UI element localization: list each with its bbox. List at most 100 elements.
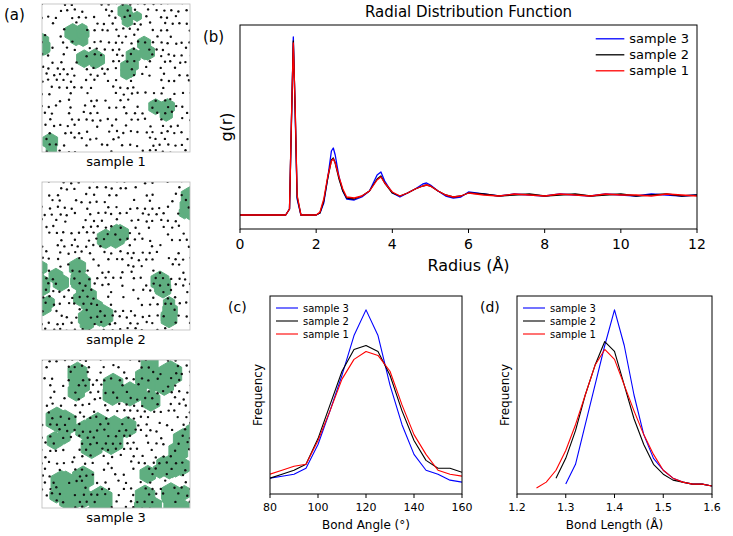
atom [57,206,59,208]
atom [66,46,68,48]
atom [111,124,113,126]
atom [160,16,162,18]
atom [53,304,55,306]
atom [170,377,172,379]
atom [59,303,61,305]
atom [81,480,83,482]
atom [145,487,147,489]
atom [142,316,144,318]
atom [82,431,84,433]
atom [101,284,103,286]
atom [57,194,59,196]
atom [44,34,46,36]
atom [167,284,169,286]
atom [156,112,158,114]
x-tick-label: 1.3 [557,501,575,514]
atom [68,302,70,304]
green-region [46,407,68,432]
atom [59,493,61,495]
atom [115,206,117,208]
atom [96,22,98,24]
atom [62,323,64,325]
atom [162,87,164,89]
structure-image [34,2,196,160]
atom [73,188,75,190]
x-tick-label: 0 [236,236,245,252]
atom [181,144,183,146]
atom [148,227,150,229]
atom [44,441,46,443]
atom [170,125,172,127]
atom [68,418,70,420]
atom [78,435,80,437]
atom [104,493,106,495]
atom [149,21,151,23]
atom [49,435,51,437]
atom [162,390,164,392]
atom [112,391,114,393]
atom [79,411,81,413]
atom [123,488,125,490]
atom [52,278,54,280]
atom [103,23,105,25]
atom [148,390,150,392]
green-region [161,99,175,115]
x-tick [414,494,415,498]
atom [174,396,176,398]
atom [177,212,179,214]
atom [75,61,77,63]
atom [134,9,136,11]
atom [173,487,175,489]
atom [62,501,64,503]
atom [59,199,61,201]
atom [55,219,57,221]
atom [126,327,128,329]
atom [74,391,76,393]
atom [92,462,94,464]
green-region [98,234,110,248]
atom [114,322,116,324]
atom [162,291,164,293]
atom [57,67,59,69]
x-tick [663,494,664,498]
atom [141,112,143,114]
plot-area [240,37,697,215]
atom [48,411,50,413]
atom [85,475,87,477]
atom [104,315,106,317]
atom [170,9,172,11]
atom [178,278,180,280]
atom [105,442,107,444]
atom [89,431,91,433]
atom [120,227,122,229]
atom [151,245,153,247]
atom [90,303,92,305]
atom [99,245,101,247]
atom [81,404,83,406]
atom [45,138,47,140]
atom [96,75,98,77]
atom [160,118,162,120]
atom [86,309,88,311]
atom [44,302,46,304]
atom [86,92,88,94]
atom [100,321,102,323]
atom [88,239,90,241]
x-tick-label: 1.2 [508,501,526,514]
atom [96,277,98,279]
x-tick-label: 100 [308,501,329,514]
atom [144,462,146,464]
atom [86,501,88,503]
atom [84,487,86,489]
caption: sample 2 [86,332,146,347]
x-tick [468,229,469,233]
atom [149,240,151,242]
panel-letter: (d) [480,299,500,315]
atom [99,119,101,121]
atom [68,99,70,101]
atom [134,227,136,229]
atom [141,405,143,407]
atom [64,424,66,426]
panel-letter: (c) [228,299,247,315]
atom [151,220,153,222]
